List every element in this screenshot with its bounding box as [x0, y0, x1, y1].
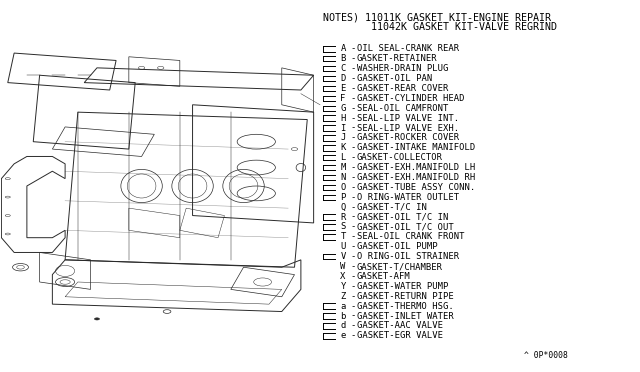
Text: GASKET-ROCKER COVER: GASKET-ROCKER COVER: [357, 134, 459, 142]
Text: -: -: [351, 193, 356, 202]
Text: S: S: [340, 222, 346, 231]
Text: -: -: [351, 282, 356, 291]
Text: GASKET-AFM: GASKET-AFM: [357, 272, 411, 281]
Text: GASKET-OIL PAN: GASKET-OIL PAN: [357, 74, 432, 83]
Text: U: U: [340, 242, 346, 251]
Text: GASKET-WATER PUMP: GASKET-WATER PUMP: [357, 282, 449, 291]
Text: -: -: [351, 262, 356, 271]
Text: -: -: [351, 153, 356, 162]
Text: H: H: [340, 113, 346, 123]
Text: -: -: [351, 163, 356, 172]
Text: -: -: [351, 232, 356, 241]
Text: B: B: [340, 54, 346, 63]
Text: -: -: [351, 44, 356, 53]
Text: A: A: [340, 44, 346, 53]
Text: -: -: [351, 212, 356, 222]
Text: K: K: [340, 143, 346, 152]
Text: -: -: [351, 94, 356, 103]
Text: E: E: [340, 84, 346, 93]
Text: -: -: [351, 74, 356, 83]
Text: G: G: [340, 104, 346, 113]
Text: R: R: [340, 212, 346, 222]
Text: Q: Q: [340, 203, 346, 212]
Text: d: d: [340, 321, 346, 330]
Text: -: -: [351, 113, 356, 123]
Text: W: W: [340, 262, 346, 271]
Text: SEAL-LIP VALVE INT.: SEAL-LIP VALVE INT.: [357, 113, 459, 123]
Text: GASKET-EXH.MANIFOLD LH: GASKET-EXH.MANIFOLD LH: [357, 163, 476, 172]
Text: -: -: [351, 54, 356, 63]
Text: GASKET-RETURN PIPE: GASKET-RETURN PIPE: [357, 292, 454, 301]
Text: WASHER-DRAIN PLUG: WASHER-DRAIN PLUG: [357, 64, 449, 73]
Text: -: -: [351, 311, 356, 321]
Text: ^ 0P*0008: ^ 0P*0008: [524, 350, 568, 359]
Text: GASKET-T/C IN: GASKET-T/C IN: [357, 203, 427, 212]
Text: -: -: [351, 272, 356, 281]
Text: -: -: [351, 104, 356, 113]
Text: a: a: [340, 302, 346, 311]
Text: O RING-WATER OUTLET: O RING-WATER OUTLET: [357, 193, 459, 202]
Text: O: O: [340, 183, 346, 192]
Text: GASKET-INLET WATER: GASKET-INLET WATER: [357, 311, 454, 321]
Text: GASKET-T/CHAMBER: GASKET-T/CHAMBER: [357, 262, 443, 271]
Text: e: e: [340, 331, 346, 340]
Text: GASKET-EXH.MANIFOLD RH: GASKET-EXH.MANIFOLD RH: [357, 173, 476, 182]
Text: -: -: [351, 242, 356, 251]
Text: SEAL-OIL CRANK FRONT: SEAL-OIL CRANK FRONT: [357, 232, 465, 241]
Text: SEAL-LIP VALVE EXH.: SEAL-LIP VALVE EXH.: [357, 124, 459, 132]
Text: NOTES) 11011K GASKET KIT-ENGINE REPAIR: NOTES) 11011K GASKET KIT-ENGINE REPAIR: [323, 13, 551, 22]
Text: I: I: [340, 124, 346, 132]
Text: GASKET-AAC VALVE: GASKET-AAC VALVE: [357, 321, 443, 330]
Text: GASKET-REAR COVER: GASKET-REAR COVER: [357, 84, 449, 93]
Text: C: C: [340, 64, 346, 73]
Text: GASKET-COLLECTOR: GASKET-COLLECTOR: [357, 153, 443, 162]
Text: M: M: [340, 163, 346, 172]
Text: GASKET-RETAINER: GASKET-RETAINER: [357, 54, 438, 63]
Text: -: -: [351, 84, 356, 93]
Text: F: F: [340, 94, 346, 103]
Text: GASKET-EGR VALVE: GASKET-EGR VALVE: [357, 331, 443, 340]
Text: J: J: [340, 134, 346, 142]
Text: -: -: [351, 183, 356, 192]
Text: Z: Z: [340, 292, 346, 301]
Text: D: D: [340, 74, 346, 83]
Text: -: -: [351, 321, 356, 330]
Text: GASKET-THERMO HSG.: GASKET-THERMO HSG.: [357, 302, 454, 311]
Text: GASKET-INTAKE MANIFOLD: GASKET-INTAKE MANIFOLD: [357, 143, 476, 152]
Text: V: V: [340, 252, 346, 261]
Text: GASKET-CYLINDER HEAD: GASKET-CYLINDER HEAD: [357, 94, 465, 103]
Text: GASKET-OIL PUMP: GASKET-OIL PUMP: [357, 242, 438, 251]
Text: -: -: [351, 64, 356, 73]
Text: -: -: [351, 302, 356, 311]
Ellipse shape: [95, 318, 100, 320]
Text: -: -: [351, 252, 356, 261]
Text: X: X: [340, 272, 346, 281]
Text: b: b: [340, 311, 346, 321]
Text: -: -: [351, 203, 356, 212]
Text: GASKET-OIL T/C OUT: GASKET-OIL T/C OUT: [357, 222, 454, 231]
Text: -: -: [351, 173, 356, 182]
Text: -: -: [351, 124, 356, 132]
Text: -: -: [351, 292, 356, 301]
Text: -: -: [351, 134, 356, 142]
Text: SEAL-OIL CAMFRONT: SEAL-OIL CAMFRONT: [357, 104, 449, 113]
Text: GASKET-TUBE ASSY CONN.: GASKET-TUBE ASSY CONN.: [357, 183, 476, 192]
Text: Y: Y: [340, 282, 346, 291]
Text: -: -: [351, 222, 356, 231]
Text: L: L: [340, 153, 346, 162]
Text: 11042K GASKET KIT-VALVE REGRIND: 11042K GASKET KIT-VALVE REGRIND: [323, 22, 557, 32]
Text: -: -: [351, 331, 356, 340]
Text: P: P: [340, 193, 346, 202]
Text: O RING-OIL STRAINER: O RING-OIL STRAINER: [357, 252, 459, 261]
Text: T: T: [340, 232, 346, 241]
Text: GASKET-OIL T/C IN: GASKET-OIL T/C IN: [357, 212, 449, 222]
Text: -: -: [351, 143, 356, 152]
Text: OIL SEAL-CRANK REAR: OIL SEAL-CRANK REAR: [357, 44, 459, 53]
Text: N: N: [340, 173, 346, 182]
